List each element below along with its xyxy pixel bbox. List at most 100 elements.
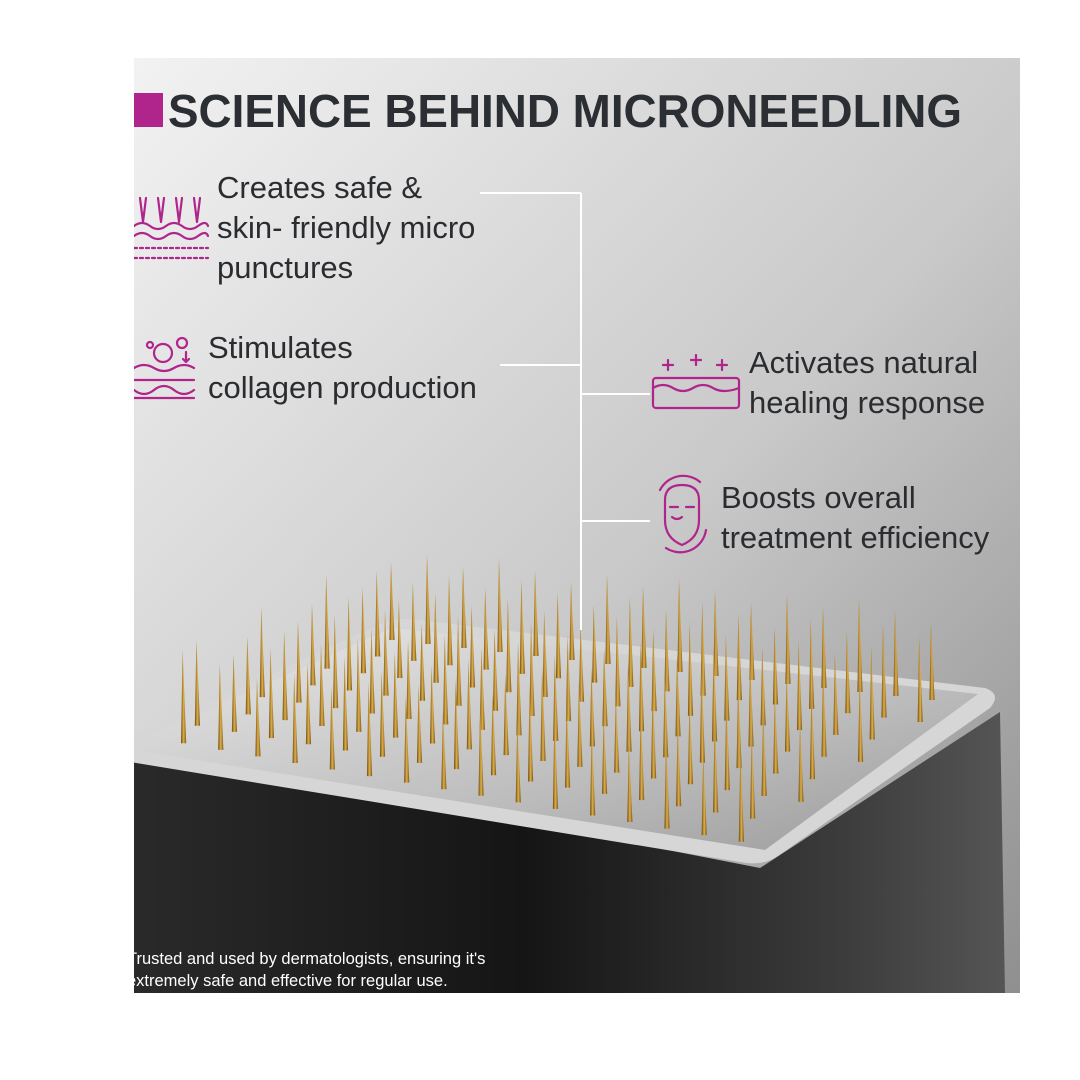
needle [218,663,224,750]
needle [443,634,449,725]
needle [555,592,562,679]
needle [379,670,386,757]
needle [821,666,827,757]
needle [750,732,756,819]
feature-text: Stimulates [208,330,353,365]
needle [858,679,864,762]
needle [231,653,238,732]
needle [738,747,745,842]
needle [748,660,754,747]
needle [677,578,683,672]
needle [602,648,608,727]
needle [675,654,681,737]
needle [366,682,373,777]
needle [749,602,755,680]
device-body [134,712,1005,993]
feature-text: treatment efficiency [721,520,990,555]
needle [869,645,875,740]
needle [425,554,431,644]
needle [565,701,571,788]
needle [638,641,645,732]
icon-punctures [134,196,210,260]
footnote: Trusted and used by dermatologists, ensu… [134,950,485,990]
needle [701,753,707,836]
needle [416,684,423,763]
feature: Boosts overall treatment efficiency [721,480,990,555]
needle [651,629,657,712]
needle [833,652,839,735]
panel: SCIENCE BEHIND MICRONEEDLING Creates saf… [134,58,1020,993]
needle [456,615,462,706]
needle [664,609,670,692]
icon-efficiency [658,474,708,554]
needle [492,628,499,711]
needle [319,644,325,727]
needle [578,623,585,702]
needle [533,570,539,656]
needle [569,582,575,660]
needle [375,570,381,657]
needle [724,696,730,791]
needle [651,688,657,779]
needles [180,554,935,842]
needle [736,614,742,701]
needle [798,723,804,802]
needle [397,600,403,679]
needle [503,673,509,756]
needle [590,729,596,816]
needle [447,575,453,666]
needle [821,606,827,688]
needle [245,636,251,715]
needle [490,693,497,776]
needle [700,601,706,696]
needle [773,695,779,774]
needle [333,614,339,709]
needle [711,647,718,742]
needle [796,640,803,731]
needle [506,598,512,693]
needle [441,711,447,790]
needle [292,672,298,763]
needle [389,562,395,640]
needle [605,574,611,664]
needle [626,661,632,752]
needle [641,586,647,668]
needle [296,620,302,703]
needle [305,662,312,745]
needle [194,639,201,726]
needle [433,592,439,683]
needle [268,648,275,739]
needle [419,622,426,701]
needle [383,609,389,696]
needle [329,687,335,770]
needle [772,626,779,705]
needle [614,694,620,773]
needle [761,709,767,796]
needle [461,566,467,648]
needle [483,587,489,670]
feature: Stimulates collagen production [208,330,477,405]
title: SCIENCE BEHIND MICRONEEDLING [168,85,962,137]
needle [929,622,935,700]
needle [356,637,362,732]
needle [342,656,349,751]
needle [577,680,583,767]
needle [736,682,742,769]
needle [760,647,766,726]
needle [713,590,719,676]
needle [713,718,719,813]
needle [615,616,621,707]
needle [469,605,476,688]
needle [809,689,816,780]
needle [627,744,633,823]
needle [639,710,645,801]
needle [589,668,595,747]
needle [628,597,634,688]
needle [917,635,923,722]
needle [857,598,863,692]
needle [785,594,791,684]
needle [429,665,436,744]
needle [346,596,353,691]
needle [893,610,899,696]
